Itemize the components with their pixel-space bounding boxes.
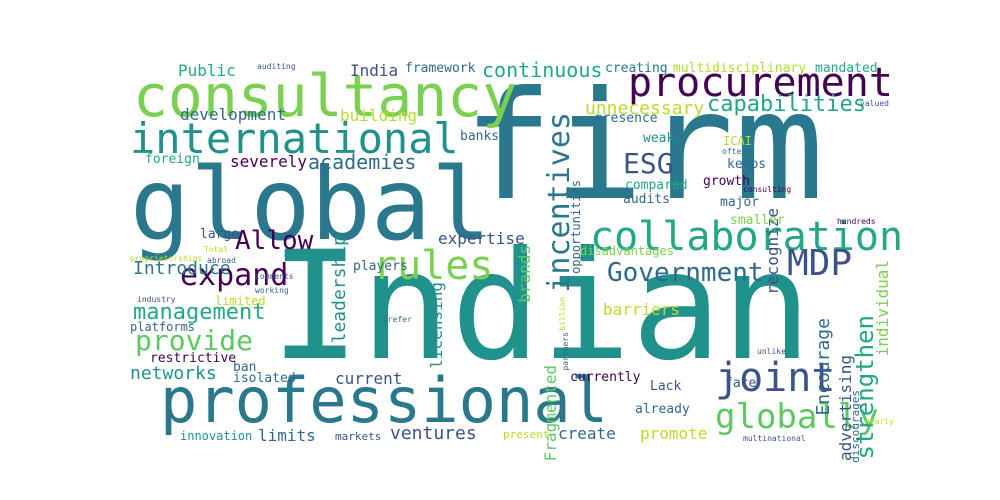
word-networks: networks <box>130 363 217 384</box>
word-consultancy: consultancy <box>133 62 518 130</box>
word-opportunities: opportunities <box>569 180 583 274</box>
word-firm: firm <box>463 60 825 234</box>
word-already: already <box>635 402 690 417</box>
word-consulting: consulting <box>743 185 792 194</box>
word-present: present <box>503 428 550 441</box>
word-international: international <box>130 114 459 163</box>
word-large: large <box>200 227 240 242</box>
word-comments: Comments <box>255 272 294 281</box>
word-leadership: leadership <box>329 235 350 344</box>
word-encourage: Encourage <box>813 318 834 416</box>
word-prefer: prefer <box>383 315 412 324</box>
word-isolated: isolated <box>233 371 296 386</box>
word-icai: ICAI <box>723 134 752 148</box>
word-mdp: MDP <box>787 243 853 284</box>
word-growth: growth <box>703 174 750 189</box>
word-professional: professional <box>160 364 608 437</box>
word-platforms: platforms <box>130 320 196 334</box>
word-nearly: nearly <box>865 417 894 426</box>
word-currently: currently <box>570 370 641 385</box>
word-presence: presence <box>595 111 658 126</box>
word-players: players <box>353 259 408 274</box>
word-creating: creating <box>605 61 668 76</box>
word-indian: Indian <box>270 220 812 394</box>
word-allow: Allow <box>235 226 314 256</box>
word-innovation: innovation <box>180 429 253 443</box>
word-global: global <box>130 146 492 263</box>
word-capabilities: capabilities <box>707 92 866 117</box>
word-promote: promote <box>640 424 708 443</box>
word-management: management <box>133 300 266 325</box>
word-often: often <box>722 147 747 156</box>
word-framework: framework <box>405 61 476 76</box>
word-markets: markets <box>335 430 382 443</box>
word-hundreds: hundreds <box>837 217 876 226</box>
word-unnecessary: unnecessary <box>585 98 705 119</box>
word-audits: audits <box>623 192 670 207</box>
word-proprietorships: proprietorships <box>130 254 203 263</box>
word-abroad: abroad <box>207 256 236 265</box>
word-cloud: firm Indian global professional consultancy p… <box>125 58 903 463</box>
word-billion: billion <box>558 297 567 331</box>
word-banks: banks <box>460 129 500 144</box>
word-discourages: discourages <box>849 390 862 463</box>
word-major: major <box>720 195 760 210</box>
word-public: Public <box>178 61 236 80</box>
word-create: create <box>558 424 616 443</box>
word-valued: valued <box>860 99 889 108</box>
word-unlike: unlike <box>757 347 786 356</box>
word-limits: limits <box>258 426 316 445</box>
word-partners: partners <box>561 332 570 371</box>
word-multidisciplinary: multidisciplinary <box>673 61 807 76</box>
word-procurement: procurement <box>628 60 893 106</box>
word-joint: joint <box>715 355 836 401</box>
word-foreign: foreign <box>145 152 200 167</box>
word-expertise: expertise <box>438 229 525 248</box>
word-ventures: ventures <box>390 423 477 444</box>
word-esg: ESG <box>623 147 674 180</box>
word-disadvantages: disadvantages <box>580 244 674 258</box>
word-expand: expand <box>180 258 289 293</box>
word-smaller: smaller <box>730 213 785 228</box>
word-academies: academies <box>308 150 417 174</box>
word-licensing: licensing <box>427 282 446 369</box>
word-weak: weak <box>643 131 675 146</box>
word-total: Total <box>204 245 229 254</box>
word-lack: Lack <box>650 379 682 394</box>
word-rules: rules <box>373 243 494 289</box>
word-working: working <box>255 286 289 295</box>
word-multinational: multinational <box>743 434 806 443</box>
word-building: building <box>340 106 418 125</box>
word-severely: severely <box>230 152 308 171</box>
word-india: India <box>350 61 399 80</box>
word-industry: industry <box>137 295 176 304</box>
word-auditing: auditing <box>257 62 296 71</box>
word-globally: globally <box>715 397 879 437</box>
word-individual: individual <box>873 260 892 357</box>
word-brands: brands <box>515 245 534 303</box>
word-restrictive: restrictive <box>150 351 237 366</box>
word-face: face <box>725 376 757 391</box>
word-limited: limited <box>215 294 266 308</box>
word-continuous: continuous <box>482 58 603 82</box>
word-mandated: mandated <box>815 61 878 76</box>
word-development: development <box>180 105 286 124</box>
word-keeps: keeps <box>727 157 767 172</box>
word-provide: provide <box>135 324 254 357</box>
word-compared: compared <box>625 178 688 193</box>
word-introduce: Introduce <box>133 258 231 279</box>
word-government: Government <box>607 258 764 288</box>
word-barriers: barriers <box>603 300 681 319</box>
word-fragmented: Fragmented <box>541 365 560 462</box>
word-ban: ban <box>233 360 257 375</box>
word-current: current <box>335 369 403 388</box>
word-collaboration: collaboration <box>590 214 904 260</box>
